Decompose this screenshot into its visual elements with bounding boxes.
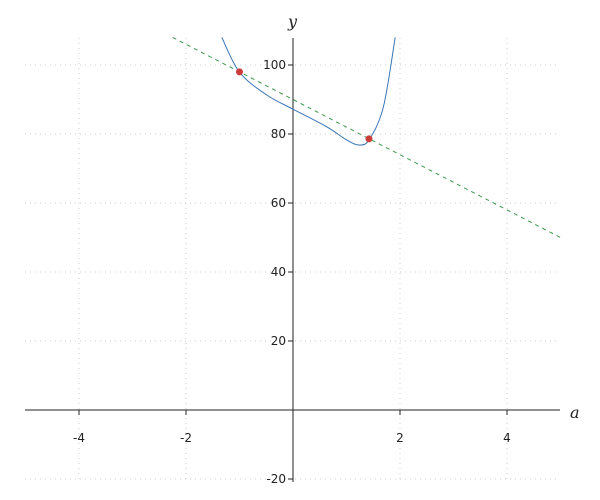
y-tick-label: 20 [271,334,286,348]
y-tick-label: 80 [271,127,286,141]
intersection-point [236,68,243,76]
y-tick-label: -20 [266,472,286,486]
axes [25,38,560,482]
y-tick-label: 100 [263,58,286,72]
x-tick-label: -4 [73,431,85,445]
x-tick-label: 2 [396,431,404,445]
x-tick-label: -2 [180,431,192,445]
x-axis-label: a [570,403,580,422]
grid [25,38,560,482]
y-tick-label: 60 [271,196,286,210]
plot-area [172,36,561,238]
ticks: -4 -2 2 4 -20 20 40 60 80 100 [73,58,511,486]
intersection-point [365,135,373,143]
x-tick-label: 4 [503,431,511,445]
y-axis-label: y [287,12,298,31]
curve-series [221,37,396,146]
y-tick-label: 40 [271,265,286,279]
